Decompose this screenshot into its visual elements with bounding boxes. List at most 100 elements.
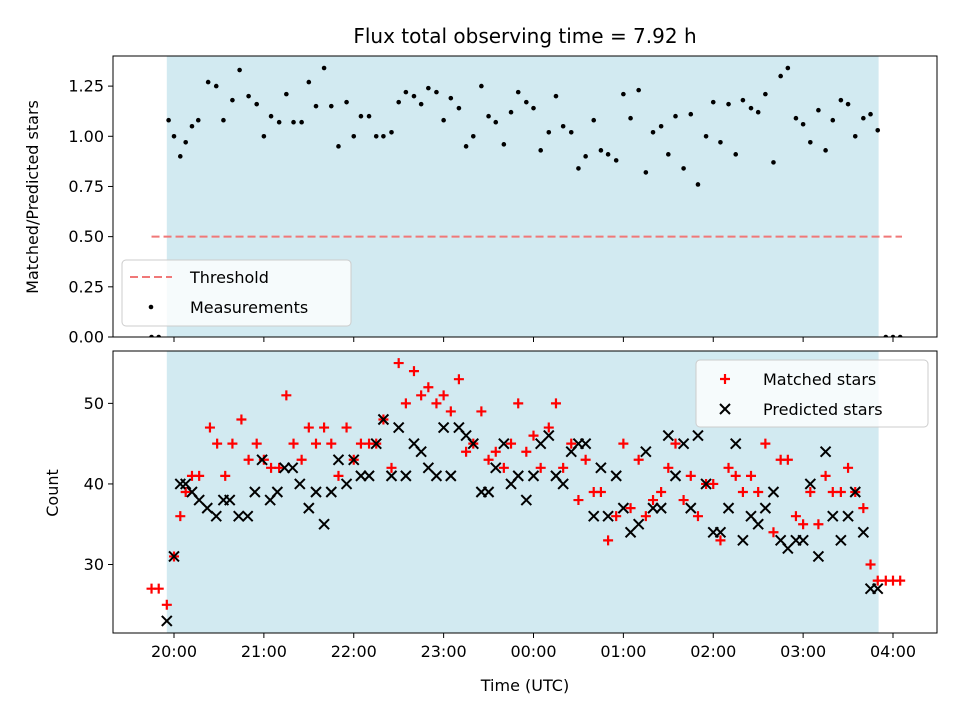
- matched-star-point: [528, 430, 539, 441]
- matched-star-point: [212, 438, 223, 449]
- matched-star-point: [319, 422, 330, 433]
- predicted-star-point: [543, 429, 555, 442]
- top-axes-frame: [112, 55, 938, 338]
- measurement-points: [149, 65, 903, 337]
- matched-star-point: [835, 487, 846, 497]
- predicted-star-point: [370, 437, 382, 450]
- predicted-star-point: [520, 494, 533, 506]
- measurement-point: [336, 144, 341, 149]
- measurement-point: [373, 133, 379, 139]
- matched-star-point: [723, 462, 734, 473]
- matched-star-point: [663, 462, 674, 473]
- matched-legend-swatch: [720, 374, 730, 384]
- measurement-point: [351, 133, 357, 139]
- measurement-point: [156, 334, 162, 337]
- measurement-point: [897, 334, 903, 337]
- matched-star-point: [745, 470, 756, 481]
- measurement-point: [568, 129, 574, 135]
- measurement-point: [875, 127, 881, 133]
- y-tick-label: 0.00: [68, 328, 104, 347]
- predicted-star-point: [730, 437, 742, 450]
- matched-star-point: [453, 374, 464, 385]
- measurement-point: [230, 97, 235, 103]
- measurement-point: [306, 79, 312, 85]
- matched-star-point: [708, 478, 719, 489]
- predicted-star-point: [201, 502, 213, 514]
- measurement-point: [628, 115, 633, 121]
- predicted-star-point: [842, 510, 854, 522]
- measurement-point: [793, 115, 799, 121]
- matched-star-point: [550, 398, 561, 409]
- measurement-point: [703, 133, 709, 139]
- measurement-point: [838, 97, 844, 103]
- measurement-point: [673, 113, 678, 119]
- measurement-point: [501, 142, 507, 147]
- matched-star-point: [843, 462, 854, 473]
- predicted-star-point: [249, 486, 261, 498]
- predicted-star-point: [767, 486, 780, 498]
- top-legend: Threshold Measurements: [121, 259, 352, 327]
- measurement-point: [434, 89, 439, 95]
- measurement-point: [778, 73, 783, 79]
- matched-star-point: [820, 470, 831, 481]
- measurement-point: [284, 91, 289, 97]
- measurement-point: [763, 91, 768, 97]
- measurement-point: [830, 117, 836, 123]
- matched-star-point: [386, 462, 397, 473]
- matched-star-point: [204, 422, 215, 433]
- matched-star-point: [670, 438, 681, 449]
- bottom-axes-frame: [112, 350, 938, 634]
- matched-star-point: [341, 422, 352, 433]
- measurement-point: [177, 154, 183, 159]
- x-tick-label: 01:00: [600, 642, 646, 661]
- measurement-point: [389, 129, 394, 135]
- predicted-star-point: [210, 510, 222, 522]
- predicted-star-point: [662, 429, 675, 442]
- measurement-point: [396, 99, 401, 105]
- matched-star-point: [153, 583, 164, 594]
- matched-star-point: [236, 414, 247, 425]
- x-tick-label: 00:00: [510, 642, 556, 661]
- x-tick-label: 02:00: [690, 642, 736, 661]
- measurement-point: [171, 133, 177, 139]
- matched-star-point: [220, 470, 231, 481]
- measurement-point: [470, 133, 476, 139]
- matched-star-point: [685, 470, 696, 481]
- measurement-point: [695, 182, 701, 187]
- predicted-star-point: [557, 478, 569, 490]
- measurement-point: [890, 334, 896, 337]
- measurement-point: [748, 105, 754, 111]
- matched-star-point: [656, 487, 667, 497]
- matched-star-point: [175, 511, 186, 522]
- predicted-star-point: [677, 437, 690, 450]
- y-tick-label: 40: [84, 474, 104, 493]
- matched-star-point: [476, 406, 487, 417]
- predicted-star-point: [835, 534, 847, 547]
- matched-star-point: [281, 390, 292, 401]
- measurement-point: [688, 111, 694, 117]
- measurement-point: [195, 117, 201, 123]
- measurement-point: [418, 101, 424, 107]
- matched-star-point: [498, 462, 509, 473]
- matched-star-point: [431, 398, 442, 409]
- predicted-star-point: [325, 486, 337, 498]
- measurement-point: [205, 79, 211, 85]
- x-tick-label: 20:00: [151, 642, 197, 661]
- matched-star-point: [753, 487, 764, 497]
- predicted-star-point: [647, 502, 659, 514]
- measurement-point: [883, 334, 889, 337]
- measurement-point: [515, 89, 521, 95]
- measurement-point: [785, 65, 791, 71]
- predicted-star-point: [278, 462, 291, 474]
- matched-star-point: [858, 503, 869, 514]
- measurement-point: [524, 99, 529, 105]
- predicted-star-point: [310, 486, 322, 498]
- predicted-star-point: [179, 478, 192, 490]
- measurement-point: [299, 119, 304, 125]
- predicted-star-point: [392, 421, 405, 434]
- matched-star-point: [416, 390, 427, 401]
- matched-star-point: [633, 454, 644, 465]
- matched-star-point: [445, 406, 456, 417]
- matched-star-point: [603, 535, 614, 546]
- matched-star-point: [618, 438, 629, 449]
